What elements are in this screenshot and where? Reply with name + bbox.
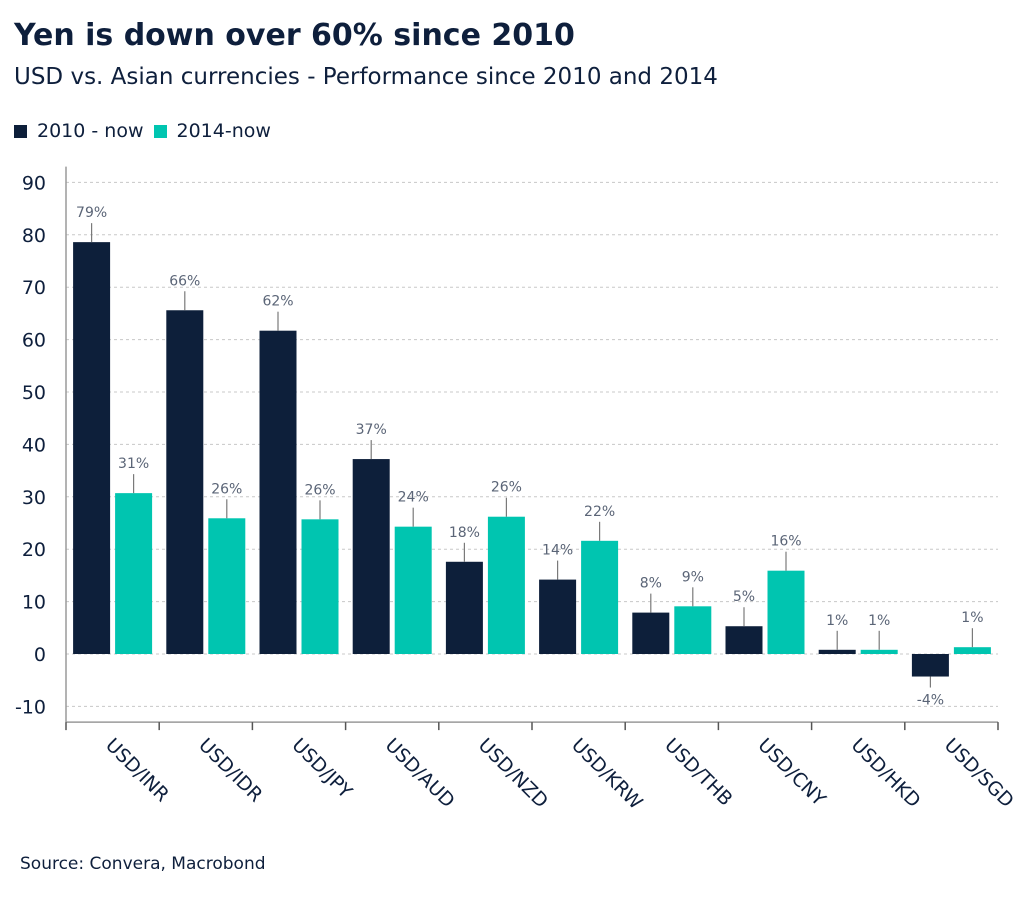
y-tick-label: 40 <box>22 434 46 456</box>
bar-2010 <box>166 310 204 654</box>
bar-2010 <box>911 654 949 677</box>
chart-subtitle: USD vs. Asian currencies - Performance s… <box>14 64 718 90</box>
data-label: 24% <box>398 490 429 506</box>
bar-2014 <box>860 649 898 654</box>
data-label: 26% <box>211 481 242 497</box>
bar-2010 <box>632 612 670 654</box>
data-label: 1% <box>868 613 890 629</box>
x-tick-label: USD/IDR <box>194 734 266 806</box>
legend-swatch-2014 <box>153 124 167 138</box>
bar-2010 <box>539 579 577 654</box>
data-label: 9% <box>682 569 704 585</box>
data-label: 37% <box>356 422 387 438</box>
x-tick-label: USD/JPY <box>287 734 356 803</box>
data-label: 14% <box>542 543 573 559</box>
legend-label-2014: 2014-now <box>176 120 271 142</box>
y-tick-label: 60 <box>22 330 46 352</box>
bar-2014 <box>953 647 991 654</box>
data-label: 16% <box>770 534 801 550</box>
data-label: 5% <box>733 589 755 605</box>
data-label: 66% <box>169 273 200 289</box>
bar-2014 <box>487 516 525 654</box>
bar-2010 <box>73 242 111 655</box>
x-tick-label: USD/NZD <box>474 734 552 812</box>
y-tick-label: 50 <box>22 382 46 404</box>
legend-swatch-2010 <box>14 124 27 138</box>
bar-2010 <box>818 649 856 654</box>
data-label: 26% <box>491 480 522 496</box>
x-tick-label: USD/THB <box>660 734 736 810</box>
bar-2014 <box>674 606 712 654</box>
bar-2010 <box>725 626 763 654</box>
y-tick-label: 30 <box>22 487 46 509</box>
data-label: 26% <box>304 482 335 498</box>
bar-2014 <box>115 493 153 654</box>
bar-2014 <box>581 540 619 654</box>
bar-2010 <box>445 561 483 654</box>
y-tick-label: 80 <box>22 225 46 247</box>
legend: 2010 - now 2014-now <box>14 120 281 142</box>
legend-label-2010: 2010 - now <box>37 120 144 142</box>
legend-item-2010: 2010 - now <box>14 120 144 142</box>
y-tick-label: -10 <box>15 696 46 718</box>
y-tick-label: 20 <box>22 539 46 561</box>
y-tick-label: 70 <box>22 277 46 299</box>
bar-2014 <box>208 518 246 654</box>
x-tick-label: USD/INR <box>101 734 173 806</box>
y-tick-label: 10 <box>22 592 46 614</box>
bar-2014 <box>394 526 432 654</box>
x-tick-label: USD/AUD <box>381 734 459 812</box>
data-label: 8% <box>640 576 662 592</box>
y-tick-label: 0 <box>34 644 46 666</box>
data-label: 18% <box>449 525 480 541</box>
chart-title: Yen is down over 60% since 2010 <box>14 18 575 53</box>
data-label: 1% <box>826 613 848 629</box>
bar-2010 <box>259 330 297 654</box>
data-label: -4% <box>917 693 944 709</box>
bar-2014 <box>301 519 339 654</box>
data-label: 79% <box>76 205 107 221</box>
data-label: 22% <box>584 504 615 520</box>
data-label: 62% <box>262 294 293 310</box>
bar-2010 <box>352 459 390 654</box>
x-tick-label: USD/SGD <box>940 734 1018 812</box>
source-note: Source: Convera, Macrobond <box>20 854 266 874</box>
x-tick-label: USD/CNY <box>753 734 830 811</box>
legend-item-2014: 2014-now <box>153 120 271 142</box>
bar-2014 <box>767 570 805 654</box>
data-label: 1% <box>961 610 983 626</box>
x-tick-label: USD/HKD <box>847 734 925 812</box>
x-tick-label: USD/KRW <box>567 734 647 814</box>
y-tick-label: 90 <box>22 172 46 194</box>
data-label: 31% <box>118 456 149 472</box>
